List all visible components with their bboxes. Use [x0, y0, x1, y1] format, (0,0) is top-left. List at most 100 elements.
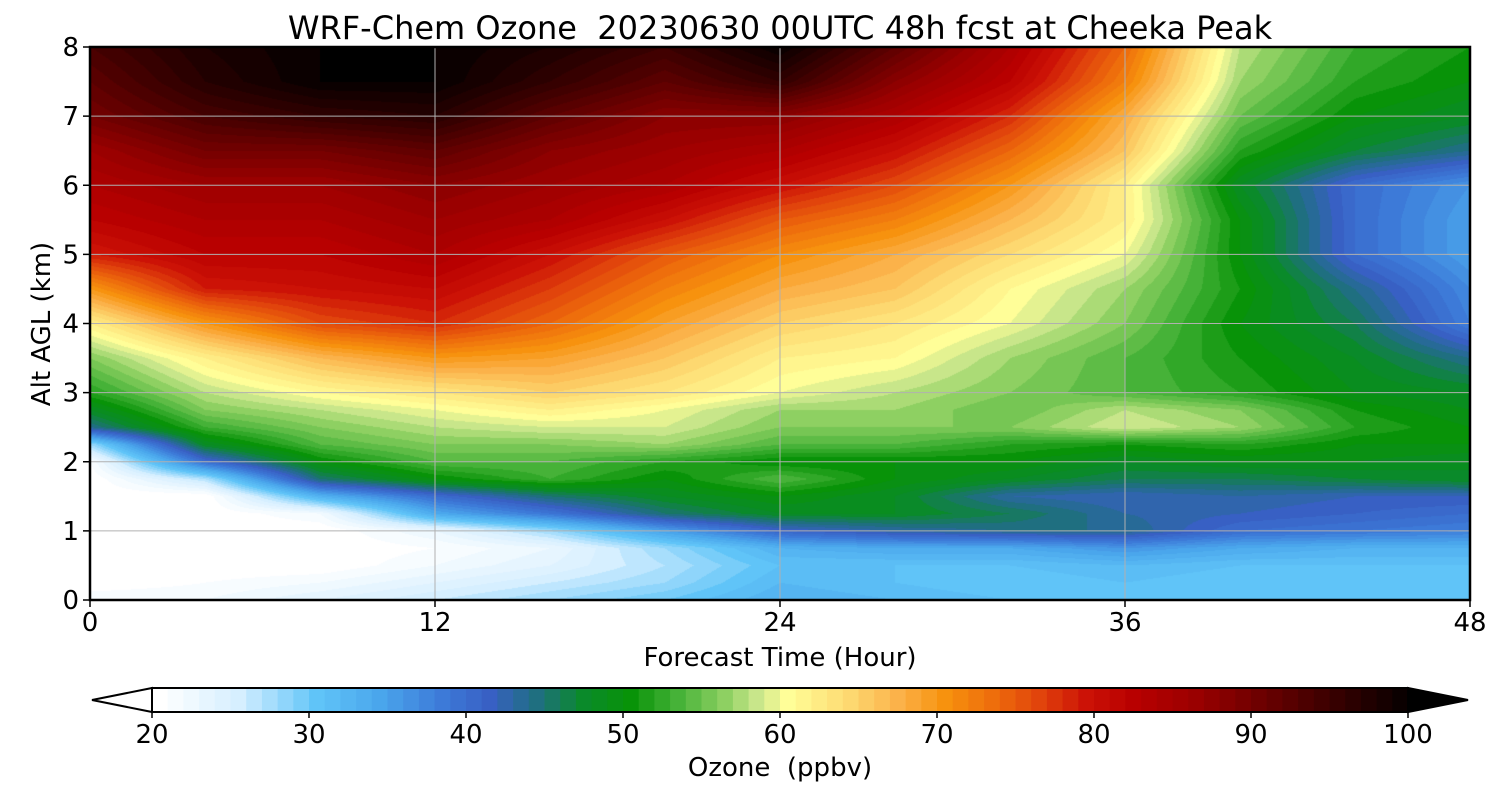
colorbar-cell [1376, 688, 1393, 712]
colorbar-cell [324, 688, 341, 712]
colorbar-cell [858, 688, 875, 712]
y-axis-label: Alt AGL (km) [27, 242, 57, 406]
colorbar-cell [685, 688, 703, 712]
colorbar-cell [842, 688, 860, 712]
colorbar-cell [1360, 688, 1378, 712]
colorbar-cell [246, 688, 263, 712]
colorbar-cell [528, 688, 546, 712]
y-tick-label: 2 [62, 448, 79, 478]
colorbar-cell [623, 688, 640, 712]
colorbar-cell [340, 688, 357, 712]
colorbar-cell [654, 688, 671, 712]
colorbar-cell [183, 688, 200, 712]
y-tick-label: 8 [62, 33, 79, 63]
colorbar-cell [952, 688, 969, 712]
y-tick-label: 7 [62, 102, 79, 132]
colorbar-cell [497, 688, 514, 712]
colorbar-cell [450, 688, 467, 712]
y-axis: 0 1 2 3 4 5 6 7 8 [62, 33, 90, 616]
colorbar-cell [1172, 688, 1189, 712]
colorbar-cell [874, 688, 891, 712]
colorbar-cell [1345, 688, 1362, 712]
grid [90, 47, 1470, 600]
colorbar-cell [1062, 688, 1079, 712]
colorbar-tick-label: 100 [1383, 720, 1433, 750]
x-axis: 0 12 24 36 48 [82, 600, 1487, 638]
y-tick-label: 1 [62, 517, 79, 547]
x-tick-label: 24 [763, 608, 796, 638]
colorbar-cell [1188, 688, 1205, 712]
colorbar-max-extension [1407, 686, 1469, 714]
colorbar-tick-label: 20 [135, 720, 168, 750]
colorbar-cells [152, 688, 1409, 712]
colorbar-cell [1156, 688, 1174, 712]
colorbar-cell [1015, 688, 1032, 712]
colorbar-cell [1046, 688, 1064, 712]
colorbar-cell [1219, 688, 1236, 712]
colorbar-tick-label: 60 [763, 720, 796, 750]
colorbar-cell [371, 688, 389, 712]
colorbar-cell [638, 688, 655, 712]
colorbar-cell [1266, 688, 1283, 712]
colorbar-cell [670, 688, 687, 712]
colorbar-cell [1298, 688, 1315, 712]
colorbar-cell [560, 688, 577, 712]
colorbar-cell [544, 688, 561, 712]
colorbar-cell [764, 688, 781, 712]
colorbar-cell [607, 688, 624, 712]
colorbar-cell [968, 688, 985, 712]
y-tick-label: 6 [62, 171, 79, 201]
colorbar-cell [167, 688, 184, 712]
colorbar-cell [905, 688, 922, 712]
y-tick-label: 5 [62, 240, 79, 270]
chart-title: WRF-Chem Ozone 20230630 00UTC 48h fcst a… [288, 9, 1273, 47]
colorbar-cell [1125, 688, 1142, 712]
x-axis-label: Forecast Time (Hour) [643, 643, 916, 673]
x-tick-label: 36 [1108, 608, 1141, 638]
colorbar-label: Ozone (ppbv) [688, 753, 872, 783]
colorbar-cell [387, 688, 404, 712]
y-tick-label: 3 [62, 379, 79, 409]
x-tick-label: 48 [1453, 608, 1486, 638]
colorbar-cell [152, 688, 169, 712]
colorbar-cell [1203, 688, 1221, 712]
colorbar-cell [1141, 688, 1158, 712]
colorbar-tick-label: 40 [449, 720, 482, 750]
x-tick-label: 0 [82, 608, 99, 638]
colorbar-tick-label: 70 [920, 720, 953, 750]
colorbar-cell [921, 688, 938, 712]
colorbar-cell [1078, 688, 1095, 712]
colorbar-tick-label: 30 [292, 720, 325, 750]
colorbar-cell [434, 688, 451, 712]
colorbar-cell [1313, 688, 1331, 712]
colorbar-cell [732, 688, 750, 712]
colorbar-cell [1282, 688, 1299, 712]
colorbar-cell [199, 688, 216, 712]
colorbar-cell [513, 688, 530, 712]
colorbar-cell [811, 688, 828, 712]
colorbar-cell [1235, 688, 1252, 712]
colorbar-cell [261, 688, 279, 712]
colorbar-tick-label: 50 [606, 720, 639, 750]
colorbar-cell [481, 688, 498, 712]
colorbar-cell [418, 688, 436, 712]
colorbar-cell [795, 688, 812, 712]
colorbar-cell [309, 688, 326, 712]
y-tick-label: 4 [62, 310, 79, 340]
colorbar-cell [748, 688, 765, 712]
colorbar-min-extension [91, 686, 153, 714]
colorbar-cell [466, 688, 483, 712]
colorbar-cell [1109, 688, 1126, 712]
colorbar-cell [230, 688, 247, 712]
colorbar-cell [1094, 688, 1111, 712]
colorbar-cell [701, 688, 718, 712]
colorbar-cell [403, 688, 420, 712]
colorbar: 20 30 40 50 60 70 80 90 100 Ozone (ppbv) [91, 686, 1469, 783]
colorbar-tick-label: 90 [1234, 720, 1267, 750]
colorbar-cell [717, 688, 734, 712]
colorbar-cell [984, 688, 1001, 712]
colorbar-cell [1031, 688, 1048, 712]
colorbar-cell [889, 688, 907, 712]
